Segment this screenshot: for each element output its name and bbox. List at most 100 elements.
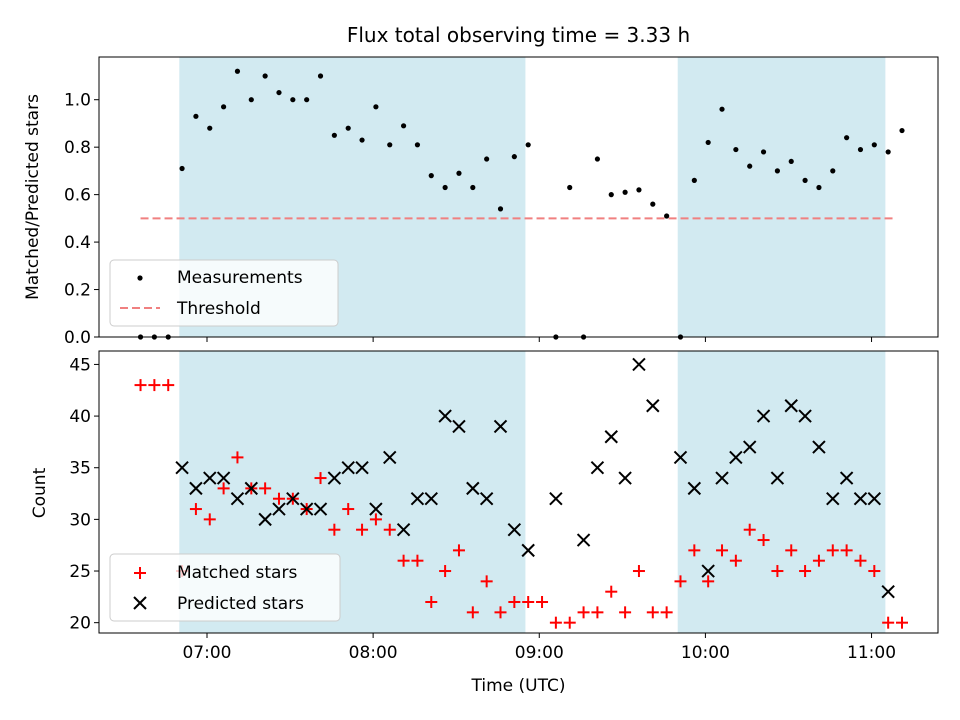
matched-stars-point [439, 565, 452, 578]
count-x-tick-label: 11:00 [847, 643, 896, 663]
matched-stars-point [577, 606, 590, 619]
measurement-point [567, 184, 573, 191]
measurement-point [622, 189, 628, 195]
matched-stars-point [314, 472, 327, 485]
measurement-point [387, 142, 393, 148]
matched-stars-point [563, 616, 576, 629]
measurement-point [234, 68, 241, 74]
matched-stars-point [771, 565, 784, 578]
measurement-point [317, 73, 324, 79]
matched-stars-point [272, 492, 285, 505]
matched-stars-point [660, 606, 673, 619]
count-axes-frame [98, 350, 939, 634]
matched-stars-point [619, 606, 632, 619]
measurement-point [525, 142, 531, 148]
measurement-point [594, 156, 601, 162]
count-shaded-regions [179, 351, 886, 633]
measurement-point [193, 113, 199, 119]
predicted-stars-point [673, 450, 688, 465]
matched-stars-point [591, 606, 604, 619]
measurement-point [262, 73, 268, 79]
measurement-point [428, 173, 434, 179]
count-x-tick-label: 08:00 [349, 643, 398, 663]
predicted-stars-point [826, 492, 840, 506]
predicted-stars-point [687, 481, 702, 496]
matched-stars-point [369, 513, 382, 526]
count-y-tick-label: 25 [69, 562, 91, 582]
matched-stars-point [134, 379, 147, 392]
measurement-point [899, 127, 905, 134]
ratio-y-tick-label: 0.6 [64, 186, 91, 206]
predicted-stars-point [396, 522, 411, 537]
predicted-stars-point [646, 399, 660, 413]
matched-stars-point [189, 503, 202, 516]
predicted-stars-point [493, 419, 508, 434]
count-panel: 20 25 30 35 40 45 07:00 08:00 09:00 10:00 11:00 C… [30, 350, 939, 696]
predicted-stars-point [355, 461, 369, 475]
measurement-point [497, 206, 504, 212]
measurements-legend-label: Measurements [177, 268, 303, 288]
predicted-stars-point [576, 533, 591, 547]
matched-stars-point [397, 554, 410, 567]
predicted-stars-point [604, 430, 618, 444]
measurement-point [871, 142, 877, 148]
count-legend-box [109, 553, 341, 622]
predicted-stars-point [230, 492, 245, 506]
predicted-stars-point [203, 471, 217, 485]
ratio-y-tick-label: 0.8 [64, 138, 91, 158]
matched-stars-point [549, 616, 562, 629]
ratio-y-axis-label: Matched/Predicted stars [23, 94, 43, 300]
predicted-stars-point [839, 471, 854, 485]
measurement-point [304, 97, 310, 103]
count-points-layer [134, 357, 909, 629]
predicted-stars-point [867, 492, 882, 506]
measurement-point [802, 177, 808, 183]
matched-stars-point [882, 616, 895, 629]
measurement-point [747, 163, 753, 169]
predicted-stars-point [770, 471, 785, 485]
ratio-axes-frame [98, 56, 939, 338]
predicted-stars-point [743, 440, 757, 454]
matched-stars-point [688, 544, 701, 557]
matched-stars-point [231, 451, 244, 464]
predicted-stars-point [438, 409, 452, 423]
count-x-tick-label: 07:00 [182, 643, 231, 663]
predicted-stars-point [632, 357, 646, 372]
predicted-stars-legend-marker [133, 596, 147, 610]
matched-stars-point [840, 544, 853, 557]
measurement-point [179, 165, 185, 172]
matched-stars-legend-marker [134, 567, 146, 579]
measurement-point [844, 135, 850, 141]
chart-title: Flux total observing time = 3.33 h [347, 23, 690, 47]
ratio-y-ticks: 0.0 0.2 0.4 0.6 0.8 1.0 [64, 91, 99, 348]
ratio-panel: 0.0 0.2 0.4 0.6 0.8 1.0 Matched/Predicted sta… [23, 56, 939, 348]
matched-stars-point [466, 606, 479, 619]
measurement-point [608, 192, 614, 198]
predicted-stars-point [175, 461, 189, 475]
predicted-stars-point [369, 502, 383, 516]
ratio-y-tick-label: 0.4 [64, 233, 91, 253]
count-shaded-region-2 [677, 351, 886, 633]
measurement-point [359, 137, 365, 143]
count-x-tick-label: 10:00 [681, 643, 730, 663]
predicted-stars-point [590, 461, 605, 475]
measurement-point [470, 184, 476, 191]
predicted-stars-point [258, 512, 272, 527]
predicted-stars-point [452, 419, 466, 434]
predicted-stars-point [244, 481, 259, 496]
measurement-point [248, 97, 254, 103]
ratio-x-ticks [206, 337, 873, 342]
measurement-point [290, 97, 296, 103]
measurement-point [442, 184, 448, 191]
matched-stars-point [148, 379, 161, 392]
matched-stars-point [411, 554, 424, 567]
matched-stars-point [729, 554, 742, 567]
predicted-stars-point [521, 543, 535, 558]
count-y-tick-label: 35 [69, 459, 91, 479]
matched-stars-point [799, 565, 812, 578]
matched-stars-point [342, 503, 355, 516]
matched-stars-point [896, 616, 909, 629]
ratio-legend-box [109, 259, 339, 327]
predicted-stars-point [798, 409, 812, 423]
matched-stars-point [868, 565, 881, 578]
